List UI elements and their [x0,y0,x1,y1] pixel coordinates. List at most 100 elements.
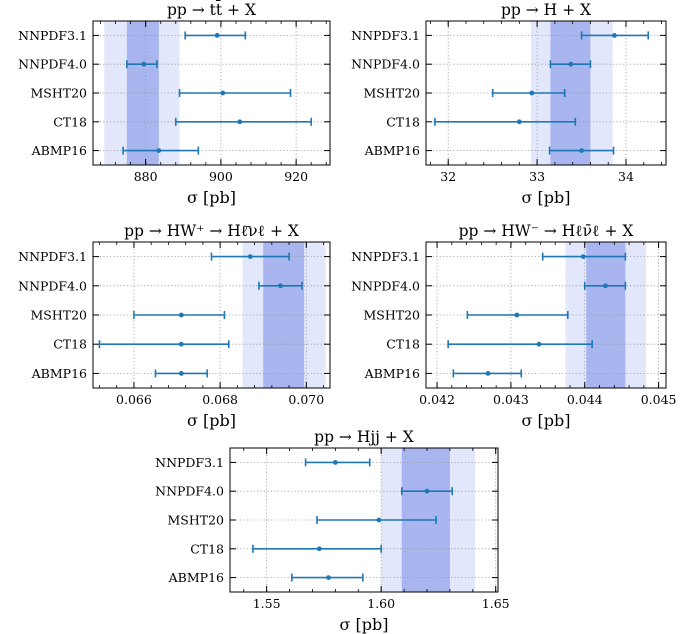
central-value-point [326,575,331,580]
category-label: NNPDF4.0 [18,57,87,72]
panel-title: pp → HW⁺ → Hℓ̄νℓ + X [124,222,299,240]
x-axis-label: σ [pb] [187,411,236,430]
central-value-point [424,488,430,494]
errorbar-nnpdf40 [126,60,158,69]
errorbar-ct18 [98,340,230,349]
central-value-point [316,546,322,552]
category-label: NNPDF4.0 [18,278,87,293]
x-axis-label: σ [pb] [187,188,236,207]
panel-2: 32 33 34 NNPDF3.1 NNPDF4.0 MSHT20 CT18 ABMP16 pp… [351,1,667,207]
central-value-point [580,254,586,259]
errorbar-ct18 [434,117,577,126]
category-label: ABMP16 [364,143,420,158]
central-value-point [220,90,226,96]
category-label: NNPDF3.1 [18,28,87,43]
central-value-point [516,119,522,125]
category-label: CT18 [190,541,224,556]
errorbar-msht20 [491,89,566,97]
central-value-point [529,90,535,96]
errorbar-nnpdf40 [258,281,303,290]
category-label: NNPDF4.0 [351,278,420,293]
band-inner [126,21,159,165]
panel-3: 0.066 0.068 0.070 NNPDF3.1 NNPDF4.0 MSHT20 CT1… [18,222,331,430]
category-label: ABMP16 [31,366,87,381]
category-label: NNPDF3.1 [351,28,420,43]
errorbar-nnpdf40 [583,281,627,290]
xtick-label: 1.55 [253,596,281,611]
central-value-point [278,283,283,289]
category-label: MSHT20 [363,86,420,101]
errorbar-abmp16 [452,369,523,378]
category-label: NNPDF3.1 [155,455,224,470]
xtick-label: 880 [134,169,158,184]
errorbar-msht20 [133,311,226,319]
central-value-point [579,148,584,154]
panel-title: pp → tt̄ + X [167,1,256,19]
xtick-label: 0.042 [419,392,455,407]
x-axis-label: σ [pb] [522,188,571,207]
panel-title: pp → Hjj + X [314,428,414,446]
panel-title: pp → H + X [501,1,591,19]
category-label: CT18 [53,114,87,129]
xtick-label: 0.044 [567,392,603,407]
errorbar-abmp16 [122,146,200,155]
xtick-label: 32 [440,169,456,184]
panel-title: pp → HW⁻ → Hℓν̄ℓ + X [459,222,634,240]
xtick-label: 0.066 [116,392,152,407]
category-label: ABMP16 [168,570,224,585]
category-label: MSHT20 [363,308,420,323]
errorbar-ct18 [174,117,312,126]
central-value-point [568,61,574,67]
xtick-label: 34 [618,169,634,184]
central-value-point [612,33,617,38]
category-label: MSHT20 [30,86,87,101]
category-label: NNPDF4.0 [155,484,224,499]
xtick-label: 1.65 [482,596,510,611]
category-label: NNPDF4.0 [351,57,420,72]
central-value-point [178,312,184,318]
errorbar-msht20 [466,311,569,319]
errorbar-abmp16 [154,369,208,378]
category-label: CT18 [386,337,420,352]
xtick-label: 1.60 [367,596,395,611]
category-label: NNPDF3.1 [18,249,87,264]
category-label: MSHT20 [167,513,224,528]
errorbar-msht20 [178,89,292,97]
category-label: ABMP16 [31,143,87,158]
central-value-point [214,33,220,38]
central-value-point [603,283,608,289]
central-value-point [178,341,184,347]
category-label: NNPDF3.1 [351,249,420,264]
errorbar-nnpdf31 [580,31,650,40]
category-label: ABMP16 [364,366,420,381]
errorbar-ct18 [447,340,593,349]
central-value-point [536,341,542,347]
xtick-label: 33 [529,169,545,184]
category-label: CT18 [386,114,420,129]
panel-4: 0.042 0.043 0.044 0.045 NNPDF3.1 NNPDF4.0 MSHT… [351,222,676,430]
central-value-point [376,517,382,523]
xtick-label: 0.068 [202,392,238,407]
x-axis-label: σ [pb] [340,615,389,634]
errorbar-nnpdf31 [184,31,247,40]
central-value-point [141,61,147,67]
errorbar-nnpdf31 [210,252,290,261]
category-label: CT18 [53,337,87,352]
central-value-point [485,371,491,376]
x-axis-label: σ [pb] [522,411,571,430]
errorbar-msht20 [316,516,437,524]
xtick-label: 0.045 [641,392,677,407]
band-inner [586,242,626,388]
category-label: MSHT20 [30,308,87,323]
xtick-label: 920 [284,169,308,184]
panel-1: 880 900 920 NNPDF3.1 NNPDF4.0 MSHT20 CT18 ABMP1… [18,1,331,207]
xtick-label: 0.043 [493,392,529,407]
errorbar-abmp16 [548,146,615,155]
xtick-label: 0.070 [288,392,324,407]
errorbar-nnpdf40 [549,60,592,69]
errorbar-abmp16 [291,573,364,582]
central-value-point [332,460,338,465]
central-value-point [237,119,243,125]
central-value-point [514,312,520,318]
errorbar-ct18 [252,544,382,553]
